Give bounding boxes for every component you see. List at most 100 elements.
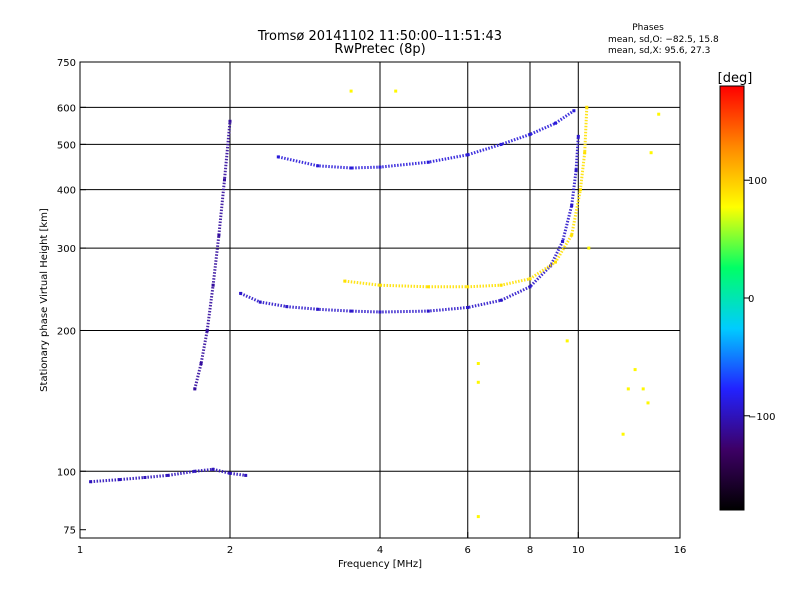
data-point — [394, 89, 398, 93]
data-point — [476, 362, 480, 365]
data-point — [657, 112, 661, 116]
y-tick-label: 300 — [57, 244, 76, 255]
chart-title: Tromsø 20141102 11:50:00–11:51:43 — [257, 29, 502, 44]
x-tick-label: 10 — [572, 545, 585, 556]
data-point — [349, 89, 353, 93]
data-point — [466, 285, 470, 289]
data-point — [561, 240, 565, 243]
data-point — [426, 285, 430, 289]
x-tick-label: 16 — [674, 545, 687, 556]
data-point — [565, 339, 569, 343]
data-point — [476, 515, 480, 519]
colorbar-tick-label: 0 — [748, 294, 754, 305]
y-tick-label: 600 — [57, 103, 76, 114]
y-tick-label: 400 — [57, 186, 76, 197]
data-point — [166, 473, 170, 477]
colorbar-ticks: 100 0 −100 — [744, 176, 775, 423]
data-point — [528, 277, 532, 281]
x-tick-label: 8 — [527, 545, 533, 556]
data-point — [554, 121, 557, 125]
trace-line — [193, 121, 232, 390]
data-point — [499, 283, 503, 287]
legend-box-o-line: mean, sd,O: −82.5, 15.8 — [608, 35, 719, 45]
data-point — [646, 401, 650, 405]
data-point — [576, 134, 580, 138]
data-point — [316, 307, 320, 311]
data-point — [621, 432, 625, 436]
legend-box-x-line: mean, sd,X: 95.6, 27.3 — [608, 46, 710, 56]
legend-box-title: Phases — [632, 23, 664, 33]
trace-x-mode-f-trace — [343, 105, 589, 289]
y-tick-label: 750 — [57, 58, 76, 69]
data-point — [554, 260, 557, 264]
data-point — [499, 142, 503, 146]
data-point — [349, 309, 353, 313]
colorbar-tick-label: −100 — [748, 412, 775, 423]
data-point — [349, 166, 353, 170]
data-point — [426, 160, 430, 164]
data-point — [211, 283, 215, 287]
data-point — [276, 155, 280, 159]
data-point — [587, 246, 591, 250]
y-axis-label: Stationary phase Virtual Height [km] — [39, 208, 50, 392]
x-axis-label: Frequency [MHz] — [338, 559, 422, 570]
trace-o-mode-f-trace — [239, 134, 580, 314]
data-point — [583, 151, 587, 155]
data-point — [641, 387, 645, 391]
data-point — [211, 467, 215, 471]
colorbar-tick-label: 100 — [748, 176, 767, 187]
data-point — [89, 480, 93, 484]
grid-lines — [80, 62, 680, 538]
data-point — [578, 188, 582, 192]
data-point — [426, 309, 430, 313]
trace-e-layer — [89, 467, 248, 484]
data-point — [378, 283, 382, 287]
trace-scattered-points — [349, 89, 661, 519]
data-point — [239, 291, 243, 295]
data-point — [499, 298, 503, 302]
data-point — [143, 476, 147, 479]
data-point — [570, 233, 574, 237]
trace-line — [277, 109, 575, 170]
data-point — [217, 233, 221, 237]
y-tick-label: 100 — [57, 467, 76, 478]
data-traces — [89, 89, 661, 519]
y-tick-label: 75 — [63, 526, 76, 537]
x-tick-label: 4 — [377, 545, 383, 556]
data-point — [244, 473, 248, 477]
data-point — [633, 368, 637, 372]
y-axis-ticks: 75 100 200 300 400 500 600 750 — [57, 58, 86, 537]
chart-subtitle: RwPretec (8p) — [334, 42, 425, 57]
data-point — [585, 105, 589, 109]
data-point — [228, 119, 232, 123]
data-point — [572, 109, 576, 113]
y-tick-label: 200 — [57, 326, 76, 337]
x-tick-label: 6 — [465, 545, 471, 556]
data-point — [378, 165, 382, 169]
trace-spread-f1-near-1-8-2-mhz — [193, 119, 232, 391]
trace-line — [90, 467, 246, 484]
data-point — [193, 469, 197, 473]
data-point — [378, 310, 382, 314]
data-point — [626, 387, 630, 391]
data-point — [199, 362, 203, 365]
data-point — [228, 471, 232, 475]
data-point — [223, 178, 226, 182]
data-point — [574, 168, 578, 172]
data-point — [316, 164, 320, 168]
data-point — [285, 305, 289, 309]
data-point — [528, 132, 532, 136]
data-point — [205, 329, 209, 332]
data-point — [193, 387, 197, 391]
x-tick-label: 2 — [227, 545, 233, 556]
data-point — [118, 478, 121, 482]
trace-line — [344, 107, 589, 289]
data-point — [528, 285, 532, 289]
data-point — [466, 153, 470, 157]
trace-upper-trace — [276, 109, 576, 170]
data-point — [343, 279, 347, 283]
colorbar — [719, 85, 745, 511]
data-point — [258, 300, 262, 304]
data-point — [570, 204, 574, 207]
